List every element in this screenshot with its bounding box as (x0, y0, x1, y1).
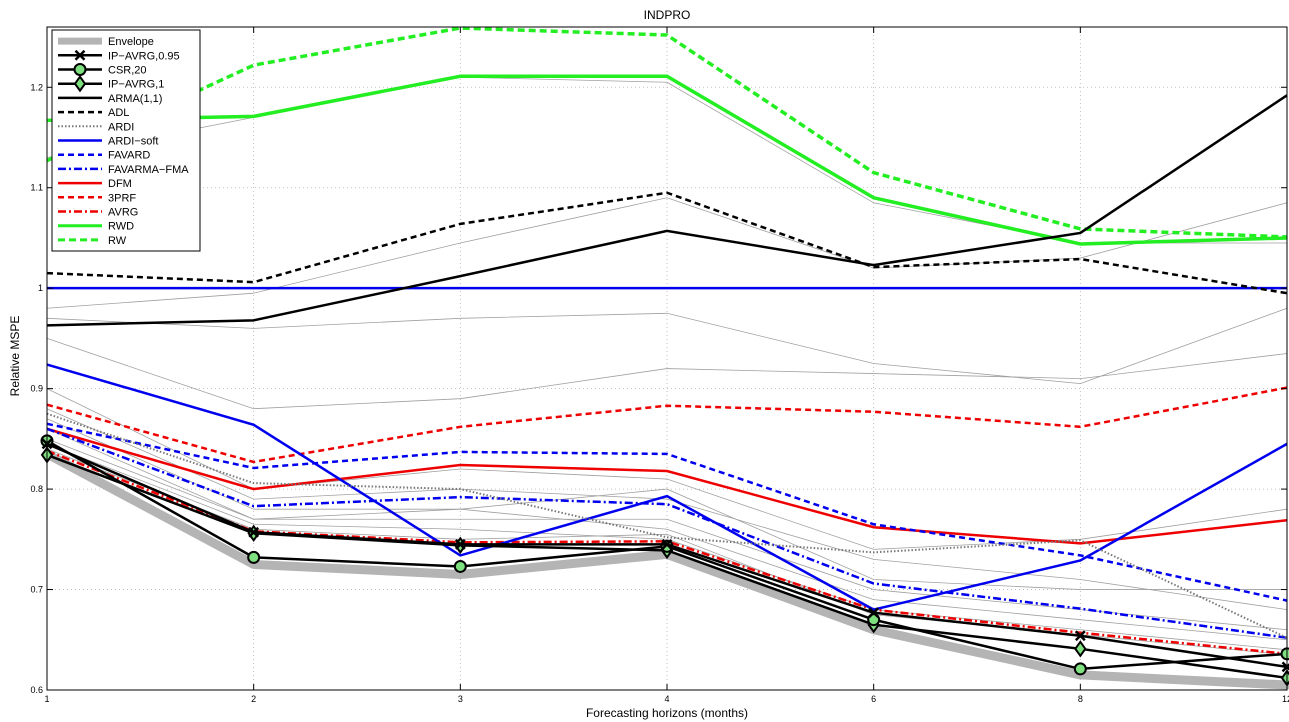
legend-label: 3PRF (108, 192, 136, 204)
series-line (46, 427, 1288, 640)
legend-item: ADL (58, 107, 129, 119)
legend-label: RWD (108, 221, 134, 233)
series-line (46, 74, 1288, 246)
series-line (46, 422, 1288, 602)
series-line (46, 191, 1288, 295)
marker-x (74, 49, 86, 61)
legend-item: RWD (58, 221, 134, 233)
series-ardi-soft (46, 363, 1288, 611)
y-tick-label: 0.6 (30, 685, 43, 695)
legend-label: IP−AVRG,0.95 (108, 50, 180, 62)
marker-circle (247, 550, 261, 564)
gray-model-line (46, 307, 1288, 385)
series-line (46, 94, 1288, 327)
x-tick-label: 2 (251, 694, 256, 704)
marker-x (661, 538, 673, 550)
legend-label: DFM (108, 178, 132, 190)
series-adl (46, 191, 1288, 295)
series-favard (46, 422, 1288, 602)
legend-label: FAVARMA−FMA (108, 164, 189, 176)
series-lines (40, 26, 1289, 687)
marker-diamond (1074, 640, 1087, 658)
legend-item: IP−AVRG,0.95 (58, 49, 180, 62)
plot-area (47, 27, 1287, 690)
series-line (46, 26, 1288, 239)
legend-label: IP−AVRG,1 (108, 79, 164, 91)
marker-x (248, 526, 260, 538)
legend-item: 3PRF (58, 192, 136, 204)
marker-circle (73, 63, 87, 76)
marker-circle (1073, 662, 1087, 676)
x-ticks: 12346812 (44, 27, 1289, 704)
legend-item: IP−AVRG,1 (58, 74, 164, 93)
y-tick-label: 1.1 (30, 183, 43, 193)
legend-item: FAVARD (58, 150, 150, 162)
marker-x (454, 538, 466, 550)
legend-label: AVRG (108, 207, 138, 219)
legend-item: AVRG (58, 207, 138, 219)
marker-diamond (73, 74, 87, 93)
legend-item: RW (58, 235, 127, 247)
legend-label: ARDI−soft (108, 136, 158, 148)
marker-circle (1280, 647, 1289, 661)
legend-label: CSR,20 (108, 65, 147, 77)
legend: Envelope IP−AVRG,0.95 CSR,20 IP−AVRG,1 ARMA(… (51, 29, 201, 252)
x-tick-label: 8 (1078, 694, 1083, 704)
legend-item: DFM (58, 178, 132, 190)
legend-label: ARMA(1,1) (108, 93, 162, 105)
series-line (46, 427, 1288, 545)
y-tick-label: 0.7 (30, 585, 43, 595)
series-line (46, 412, 1288, 639)
gray-model-line (46, 197, 1288, 309)
series-rwd (46, 74, 1288, 246)
legend-item: FAVARMA−FMA (58, 164, 189, 176)
series-ip-avrg-0-95 (41, 438, 1289, 673)
series-csr-20 (40, 434, 1289, 676)
x-tick-label: 12 (1282, 694, 1289, 704)
series-dfm (46, 427, 1288, 545)
legend-item: ARDI (58, 121, 134, 133)
legend-label: Envelope (108, 36, 154, 48)
legend-item: Envelope (58, 36, 154, 48)
chart-title: INDPRO (644, 8, 691, 22)
marker-circle (453, 559, 467, 573)
x-tick-label: 4 (664, 694, 669, 704)
gray-model-line (46, 443, 1288, 651)
x-tick-label: 3 (458, 694, 463, 704)
x-tick-label: 1 (44, 694, 49, 704)
gray-model-line (46, 418, 1287, 590)
legend-item: ARMA(1,1) (58, 93, 162, 105)
series-arma-1-1- (46, 94, 1288, 327)
x-tick-label: 6 (871, 694, 876, 704)
gray-model-line (46, 408, 1288, 611)
plot-background (47, 27, 1287, 690)
legend-label: ARDI (108, 121, 134, 133)
series-favarma-fma (46, 427, 1288, 640)
gray-model-line (46, 438, 1288, 641)
gray-model-line (46, 338, 1288, 410)
y-tick-label: 1 (38, 283, 43, 293)
legend-label: ADL (108, 107, 129, 119)
legend-label: FAVARD (108, 150, 150, 162)
series-line (46, 386, 1288, 464)
y-tick-label: 1.2 (30, 82, 43, 92)
series-rw (46, 26, 1288, 239)
x-axis-label: Forecasting horizons (months) (586, 706, 748, 720)
series-3prf (46, 386, 1288, 464)
y-tick-label: 0.9 (30, 384, 43, 394)
y-ticks: 0.6 0.7 0.8 0.9 1 1.1 1.2 (30, 82, 1287, 695)
series-ardi (46, 412, 1288, 639)
legend-item: ARDI−soft (58, 136, 158, 148)
series-line (46, 363, 1288, 611)
marker-x (1074, 630, 1086, 642)
y-tick-label: 0.8 (30, 484, 43, 494)
legend-item: CSR,20 (58, 63, 147, 77)
legend-label: RW (108, 235, 127, 247)
marker-x (868, 607, 880, 619)
y-axis-label: Relative MSPE (8, 316, 22, 397)
